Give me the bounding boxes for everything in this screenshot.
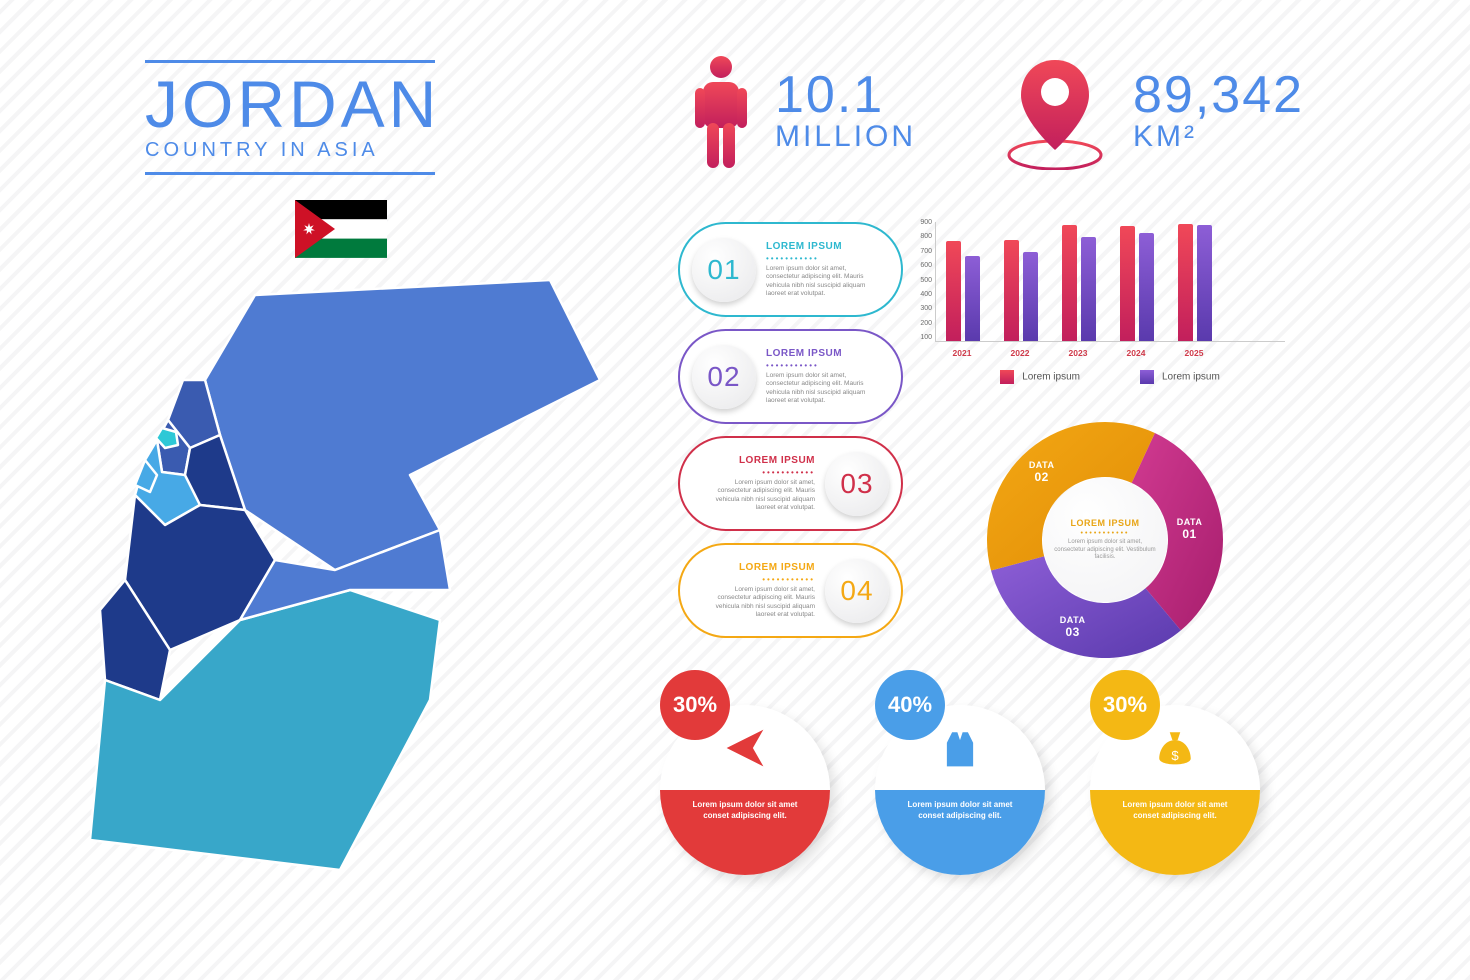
pill-number-1: 01	[692, 238, 756, 302]
circle-stat-1: 30% Lorem ipsum dolor sit amet conset ad…	[660, 670, 830, 880]
title-rule-bottom	[145, 172, 435, 175]
donut-chart: LOREM IPSUM ••••••••••• Lorem ipsum dolo…	[980, 415, 1230, 670]
pill-number-3: 03	[825, 452, 889, 516]
pill-desc-1: Lorem ipsum dolor sit amet, consectetur …	[766, 265, 879, 298]
pill-desc-2: Lorem ipsum dolor sit amet, consectetur …	[766, 372, 879, 405]
country-title: JORDAN	[145, 71, 440, 137]
circle-stats: 30% Lorem ipsum dolor sit amet conset ad…	[660, 670, 1260, 880]
pill-4: 04 LOREM IPSUM ••••••••••• Lorem ipsum d…	[678, 543, 903, 638]
donut-title: LOREM IPSUM	[1070, 518, 1139, 528]
donut-center: LOREM IPSUM ••••••••••• Lorem ipsum dolo…	[1043, 478, 1167, 602]
circle-stat-3: 30% $ Lorem ipsum dolor sit amet conset …	[1090, 670, 1260, 880]
population-stat: 10.1 MILLION	[695, 55, 916, 170]
donut-desc: Lorem ipsum dolor sit amet, consectetur …	[1053, 539, 1157, 562]
population-unit: MILLION	[775, 120, 916, 154]
pill-number-2: 02	[692, 345, 756, 409]
area-value: 89,342	[1133, 71, 1304, 120]
pill-title-4: LOREM IPSUM	[702, 562, 815, 573]
pin-icon	[1005, 55, 1105, 170]
pill-3: 03 LOREM IPSUM ••••••••••• Lorem ipsum d…	[678, 436, 903, 531]
pill-title-3: LOREM IPSUM	[702, 455, 815, 466]
plane-icon	[724, 727, 766, 769]
population-value: 10.1	[775, 71, 916, 120]
circle-pct-1: 30%	[660, 670, 730, 740]
jordan-flag	[295, 200, 387, 258]
pill-2: 02 LOREM IPSUM ••••••••••• Lorem ipsum d…	[678, 329, 903, 424]
pill-title-1: LOREM IPSUM	[766, 241, 879, 252]
title-block: JORDAN COUNTRY IN ASIA	[145, 60, 440, 175]
svg-text:$: $	[1171, 747, 1179, 762]
circle-pct-3: 30%	[1090, 670, 1160, 740]
money-icon: $	[1154, 727, 1196, 769]
pill-desc-4: Lorem ipsum dolor sit amet, consectetur …	[702, 586, 815, 619]
title-rule-top	[145, 60, 435, 63]
circle-text-3: Lorem ipsum dolor sit amet conset adipis…	[1090, 790, 1260, 875]
bar-chart: 900800700600500400300200100 202120222023…	[935, 222, 1285, 384]
jordan-map	[90, 280, 600, 880]
person-icon	[695, 55, 747, 170]
pill-desc-3: Lorem ipsum dolor sit amet, consectetur …	[702, 479, 815, 512]
info-pills: 01 LOREM IPSUM ••••••••••• Lorem ipsum d…	[678, 222, 903, 638]
suit-icon	[939, 727, 981, 769]
area-stat: 89,342 KM²	[1005, 55, 1304, 170]
pill-number-4: 04	[825, 559, 889, 623]
circle-pct-2: 40%	[875, 670, 945, 740]
circle-text-1: Lorem ipsum dolor sit amet conset adipis…	[660, 790, 830, 875]
pill-1: 01 LOREM IPSUM ••••••••••• Lorem ipsum d…	[678, 222, 903, 317]
area-unit: KM²	[1133, 120, 1304, 154]
country-subtitle: COUNTRY IN ASIA	[145, 139, 440, 162]
circle-text-2: Lorem ipsum dolor sit amet conset adipis…	[875, 790, 1045, 875]
circle-stat-2: 40% Lorem ipsum dolor sit amet conset ad…	[875, 670, 1045, 880]
pill-title-2: LOREM IPSUM	[766, 348, 879, 359]
